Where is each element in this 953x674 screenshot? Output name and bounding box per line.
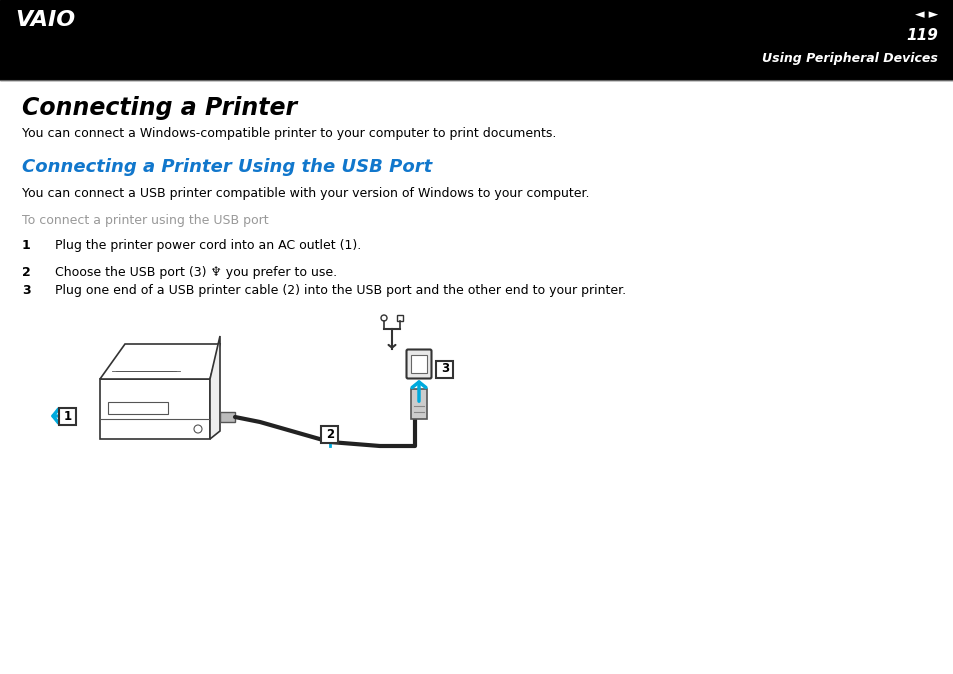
Polygon shape	[210, 336, 220, 439]
Text: Connecting a Printer: Connecting a Printer	[22, 96, 296, 120]
Bar	[436, 361, 453, 377]
Text: Plug one end of a USB printer cable (2) into the USB port and the other end to y: Plug one end of a USB printer cable (2) …	[55, 284, 625, 297]
Text: ◄ ►: ◄ ►	[914, 8, 937, 21]
Bar	[0, 0, 953, 80]
Bar	[100, 379, 210, 439]
Text: You can connect a Windows-compatible printer to your computer to print documents: You can connect a Windows-compatible pri…	[22, 127, 556, 140]
FancyBboxPatch shape	[406, 350, 431, 379]
Text: 1: 1	[64, 410, 72, 423]
Text: Plug the printer power cord into an AC outlet (1).: Plug the printer power cord into an AC o…	[55, 239, 361, 252]
Text: Connecting a Printer Using the USB Port: Connecting a Printer Using the USB Port	[22, 158, 432, 176]
Text: 2: 2	[326, 427, 334, 441]
Text: VAIO: VAIO	[15, 10, 75, 30]
Bar	[108, 402, 168, 414]
Polygon shape	[100, 344, 220, 379]
Bar	[396, 315, 402, 321]
Bar	[321, 425, 338, 443]
Bar	[59, 408, 76, 425]
Text: 119: 119	[905, 28, 937, 43]
Circle shape	[193, 425, 202, 433]
Text: 2: 2	[22, 266, 30, 279]
Text: Choose the USB port (3) ♆ you prefer to use.: Choose the USB port (3) ♆ you prefer to …	[55, 266, 336, 279]
Bar	[411, 355, 427, 373]
Text: You can connect a USB printer compatible with your version of Windows to your co: You can connect a USB printer compatible…	[22, 187, 589, 200]
Text: 3: 3	[440, 363, 449, 375]
Text: To connect a printer using the USB port: To connect a printer using the USB port	[22, 214, 269, 227]
Text: 3: 3	[22, 284, 30, 297]
Circle shape	[380, 315, 387, 321]
Bar	[411, 389, 427, 419]
Text: 1: 1	[22, 239, 30, 252]
Text: Using Peripheral Devices: Using Peripheral Devices	[761, 52, 937, 65]
Bar	[220, 412, 234, 422]
